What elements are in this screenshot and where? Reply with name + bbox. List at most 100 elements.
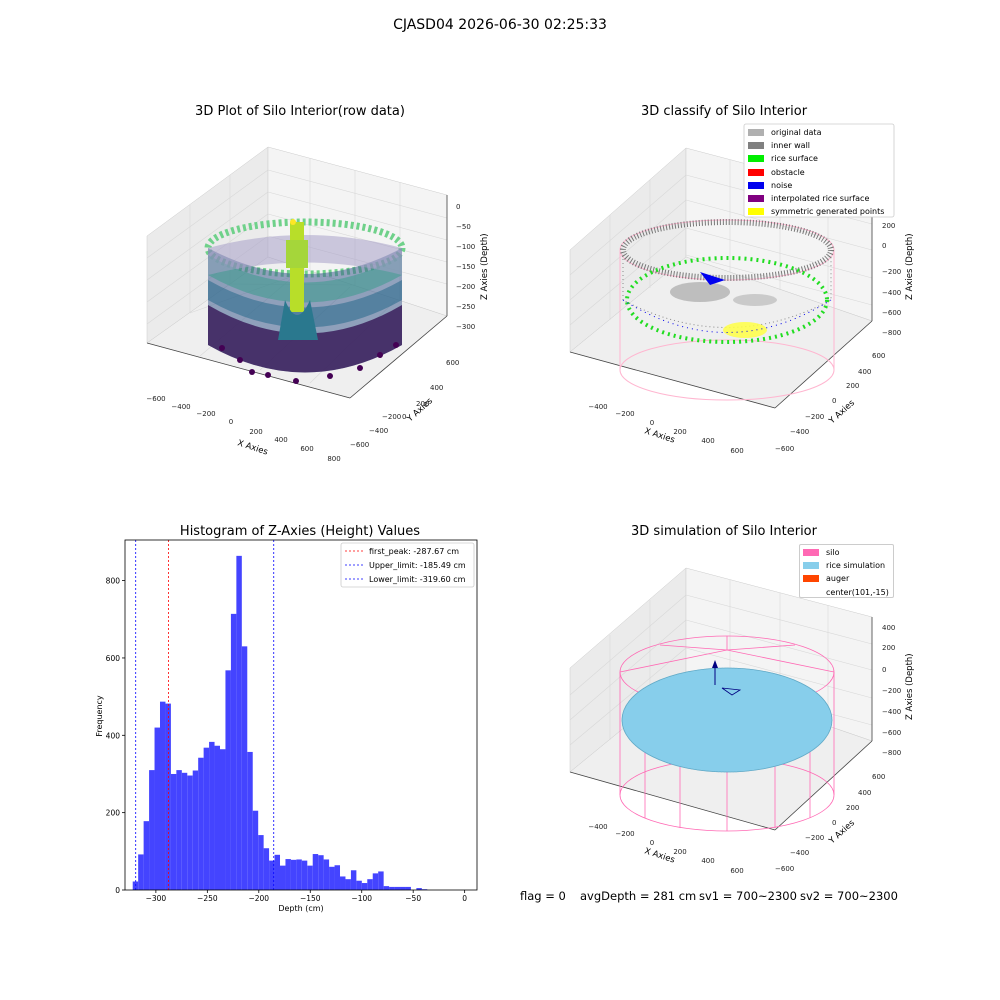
raw-xtick: 600 bbox=[300, 445, 313, 453]
histogram-bar bbox=[285, 859, 291, 890]
simulation-ztick: 400 bbox=[882, 624, 895, 632]
classify-plot-title: 3D classify of Silo Interior bbox=[640, 104, 808, 119]
classify-legend bbox=[743, 123, 895, 218]
sv1-status: sv1 = 700~2300 bbox=[699, 889, 797, 903]
legend-label-first-peak: first_peak: -287.67 cm bbox=[369, 547, 459, 556]
histogram-bar bbox=[154, 727, 160, 890]
raw-ytick: −400 bbox=[369, 427, 388, 435]
raw-ytick: 200 bbox=[416, 400, 429, 408]
classify-ztick: −800 bbox=[882, 329, 901, 337]
simulation-plot-title: 3D simulation of Silo Interior bbox=[631, 524, 817, 539]
histogram-bar bbox=[318, 855, 324, 890]
simulation-x-axis-label: X Axies bbox=[643, 846, 676, 865]
raw-xtick: 400 bbox=[274, 436, 287, 444]
simulation-ytick: −200 bbox=[805, 834, 824, 842]
raw-xtick: −600 bbox=[146, 395, 165, 403]
x-tick-label: −100 bbox=[351, 894, 372, 903]
simulation-xtick: 0 bbox=[650, 839, 654, 847]
histogram-bar bbox=[236, 555, 242, 890]
raw-xtick: −200 bbox=[196, 410, 215, 418]
simulation-ytick: 600 bbox=[872, 773, 885, 781]
simulation-x-ticks: −400 −200 0 200 400 600 bbox=[588, 823, 743, 875]
legend-item-original-data: original data bbox=[748, 126, 893, 139]
histogram-bar bbox=[290, 859, 297, 890]
raw-x-ticks: −600 −400 −200 0 200 400 600 800 bbox=[146, 395, 340, 463]
histogram-bar bbox=[198, 757, 204, 890]
histogram-bar bbox=[361, 883, 368, 890]
simulation-ytick: 200 bbox=[846, 804, 859, 812]
simulation-ztick: −800 bbox=[882, 749, 901, 757]
simulation-ztick: 0 bbox=[882, 666, 886, 674]
x-tick-label: 0 bbox=[462, 894, 467, 903]
y-tick-label: 800 bbox=[106, 577, 121, 586]
classify-ytick: 0 bbox=[832, 397, 836, 405]
legend-swatch bbox=[803, 562, 819, 570]
sv2-status: sv2 = 700~2300 bbox=[800, 889, 898, 903]
raw-xtick: 0 bbox=[229, 418, 233, 426]
histogram-bar bbox=[230, 613, 237, 890]
classify-xtick: −400 bbox=[588, 403, 607, 411]
histogram-bar bbox=[274, 854, 281, 890]
histogram-bar bbox=[307, 865, 313, 890]
x-tick-label: −50 bbox=[405, 894, 421, 903]
classify-xtick: 400 bbox=[701, 437, 714, 445]
histogram-bar bbox=[203, 747, 210, 890]
histogram-bar bbox=[209, 741, 215, 890]
classify-ztick: 0 bbox=[882, 242, 886, 250]
histogram-bar bbox=[247, 751, 253, 890]
histogram-bar bbox=[389, 886, 395, 890]
legend-label-upper-limit: Upper_limit: -185.49 cm bbox=[369, 561, 466, 570]
legend-item-inner-wall: inner wall bbox=[748, 139, 893, 152]
histogram-bar bbox=[372, 873, 379, 890]
classify-ztick: −600 bbox=[882, 309, 901, 317]
y-tick-label: 200 bbox=[106, 809, 121, 818]
histogram-bar bbox=[394, 886, 401, 890]
simulation-ytick: −400 bbox=[790, 849, 809, 857]
histogram-bar bbox=[329, 866, 335, 890]
classify-legend-items: original data inner wall rice surface ob… bbox=[748, 126, 893, 218]
histogram-bar bbox=[356, 880, 362, 890]
x-tick-label: −300 bbox=[146, 894, 167, 903]
histogram-bar bbox=[280, 865, 286, 890]
histogram-bar bbox=[301, 860, 308, 890]
histogram-y-ticks: 0 200 400 600 800 bbox=[106, 577, 125, 895]
legend-swatch bbox=[748, 181, 764, 189]
legend-item-symmetric-generated-points: symmetric generated points bbox=[748, 205, 893, 218]
raw-z-axis-label: Z Axies (Depth) bbox=[480, 233, 490, 300]
histogram-bar bbox=[383, 886, 390, 890]
histogram-title: Histogram of Z-Axies (Height) Values bbox=[179, 524, 421, 539]
raw-ytick: −600 bbox=[350, 441, 369, 449]
simulation-xtick: 400 bbox=[701, 857, 714, 865]
histogram-frame bbox=[124, 539, 478, 891]
histogram-bar bbox=[334, 865, 341, 890]
classify-3d-box bbox=[569, 147, 873, 409]
histogram-x-axis-label: Depth (cm) bbox=[278, 904, 323, 913]
legend-item-auger: auger bbox=[803, 572, 895, 585]
simulation-legend-items: silo rice simulation auger center(101,-1… bbox=[803, 546, 895, 599]
histogram-bar bbox=[296, 859, 302, 890]
raw-xtick: −400 bbox=[171, 403, 190, 411]
legend-swatch bbox=[748, 155, 764, 163]
y-tick-label: 0 bbox=[115, 886, 120, 895]
raw-point-cloud bbox=[204, 218, 406, 384]
histogram-bar bbox=[170, 773, 177, 890]
raw-ztick: 0 bbox=[456, 203, 460, 211]
classify-ytick: 400 bbox=[858, 368, 871, 376]
figure-title: CJASD04 2026-06-30 02:25:33 bbox=[393, 17, 607, 33]
legend-item-silo: silo bbox=[803, 546, 895, 559]
histogram-bar bbox=[378, 871, 384, 890]
histogram-bar bbox=[252, 810, 259, 890]
simulation-xtick: 200 bbox=[673, 848, 686, 856]
classify-xtick: −200 bbox=[615, 410, 634, 418]
legend-swatch bbox=[748, 129, 764, 136]
y-tick-label: 400 bbox=[106, 731, 121, 740]
histogram-bar bbox=[400, 886, 406, 890]
histogram-bar bbox=[225, 670, 231, 890]
raw-ztick: −300 bbox=[456, 323, 475, 331]
simulation-ztick: 200 bbox=[882, 644, 895, 652]
simulation-ytick: 400 bbox=[858, 789, 871, 797]
